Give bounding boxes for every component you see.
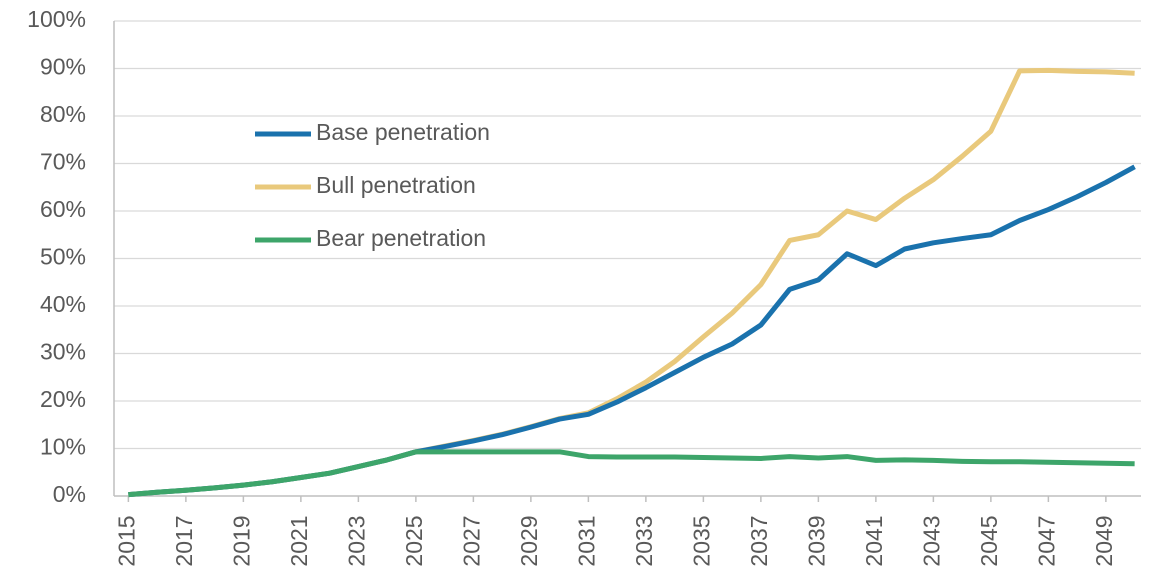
y-tick-label: 100% [27, 6, 86, 32]
y-tick-label: 60% [40, 196, 86, 222]
x-tick-label: 2033 [631, 515, 657, 566]
y-tick-label: 30% [40, 339, 86, 365]
y-tick-label: 50% [40, 244, 86, 270]
x-tick-label: 2049 [1091, 515, 1117, 566]
legend-label: Bull penetration [316, 172, 476, 198]
x-tick-label: 2025 [401, 515, 427, 566]
x-tick-label: 2039 [803, 515, 829, 566]
legend-label: Base penetration [316, 119, 490, 145]
y-tick-label: 80% [40, 101, 86, 127]
x-tick-label: 2037 [746, 515, 772, 566]
x-tick-label: 2031 [573, 515, 599, 566]
x-tick-label: 2015 [113, 515, 139, 566]
x-tick-label: 2023 [343, 515, 369, 566]
x-tick-label: 2027 [458, 515, 484, 566]
y-tick-label: 40% [40, 291, 86, 317]
y-tick-label: 70% [40, 149, 86, 175]
y-tick-label: 10% [40, 434, 86, 460]
y-tick-label: 20% [40, 386, 86, 412]
y-tick-label: 0% [53, 481, 86, 507]
x-tick-label: 2021 [286, 515, 312, 566]
x-tick-label: 2043 [918, 515, 944, 566]
series-line [128, 164, 1136, 498]
y-tick-label: 90% [40, 54, 86, 80]
x-tick-label: 2017 [171, 515, 197, 566]
x-tick-label: 2019 [228, 515, 254, 566]
x-tick-label: 2047 [1033, 515, 1059, 566]
x-tick-label: 2045 [976, 515, 1002, 566]
x-tick-label: 2035 [688, 515, 714, 566]
x-tick-label: 2041 [861, 515, 887, 566]
legend-label: Bear penetration [316, 225, 486, 251]
series-line [128, 449, 1135, 498]
x-tick-label: 2029 [516, 515, 542, 566]
